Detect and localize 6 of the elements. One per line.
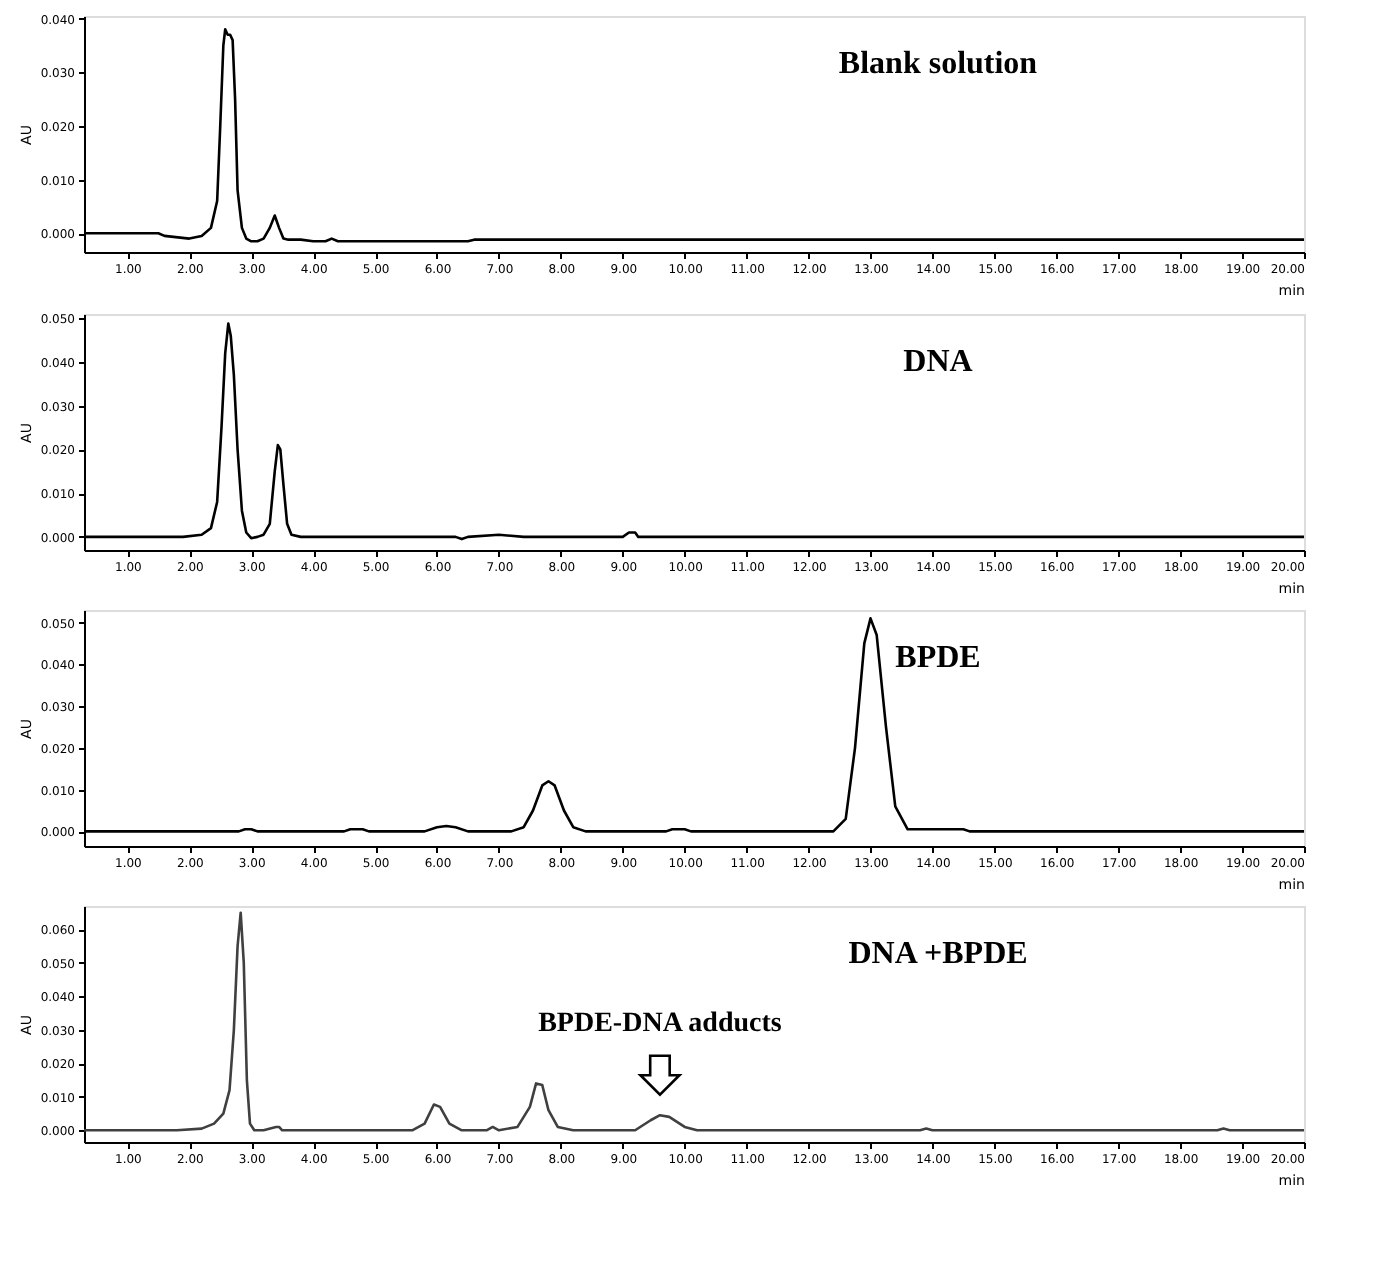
annotation: BPDE (895, 641, 981, 676)
annotation: DNA +BPDE (848, 937, 1028, 972)
annotation: Blank solution (838, 47, 1038, 82)
annotation: BPDE-DNA adducts (538, 1009, 783, 1040)
line-series (82, 911, 1306, 1132)
annotation: DNA (903, 345, 974, 380)
